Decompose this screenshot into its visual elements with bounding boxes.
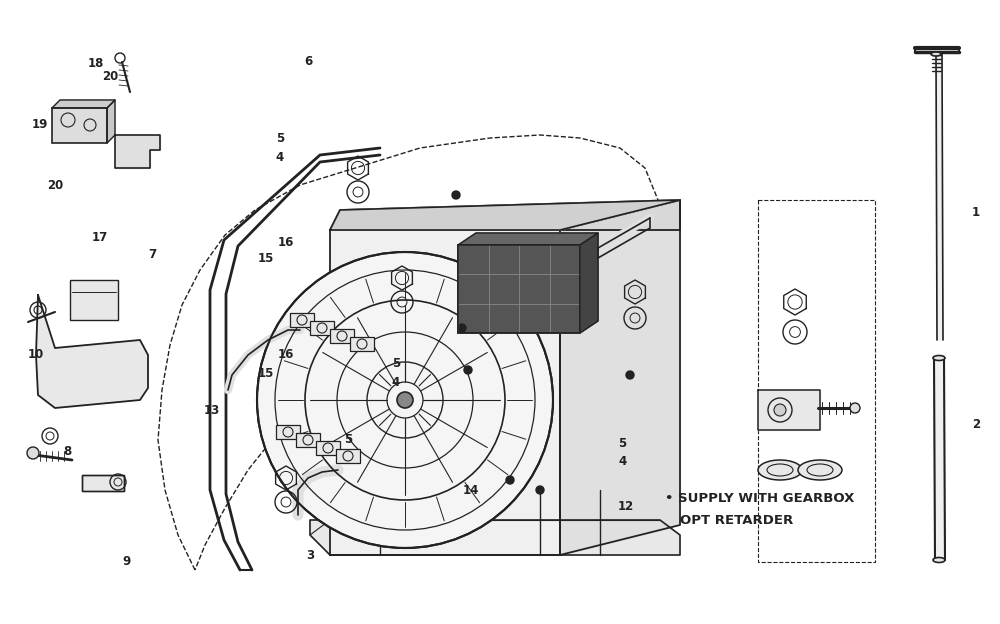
Text: 4: 4	[618, 456, 626, 468]
Bar	[82, 475, 124, 491]
Text: • SUPPLY WITH GEARBOX: • SUPPLY WITH GEARBOX	[665, 492, 854, 504]
Text: 6: 6	[304, 55, 312, 67]
Bar	[458, 245, 580, 333]
Text: 12: 12	[618, 500, 634, 513]
Text: 3: 3	[306, 549, 314, 562]
Text: 5: 5	[392, 358, 400, 370]
Text: 11: 11	[82, 303, 98, 316]
Text: 20: 20	[47, 180, 63, 192]
Circle shape	[536, 486, 544, 494]
Bar	[276, 425, 300, 439]
Circle shape	[774, 404, 786, 416]
Circle shape	[850, 403, 860, 413]
Polygon shape	[115, 135, 160, 168]
Polygon shape	[580, 233, 598, 333]
Polygon shape	[458, 233, 598, 245]
Text: 16: 16	[278, 348, 294, 361]
Circle shape	[397, 392, 413, 408]
Bar	[458, 245, 580, 333]
Ellipse shape	[933, 557, 945, 562]
Bar	[310, 321, 334, 335]
Ellipse shape	[798, 460, 842, 480]
Bar	[82, 475, 124, 491]
Text: 9: 9	[122, 555, 130, 568]
Text: 5: 5	[618, 437, 626, 449]
Polygon shape	[330, 200, 680, 230]
Polygon shape	[934, 358, 945, 560]
Ellipse shape	[931, 52, 941, 56]
Polygon shape	[330, 230, 560, 555]
Circle shape	[27, 447, 39, 459]
Text: 10: 10	[28, 348, 44, 361]
Polygon shape	[310, 520, 680, 555]
Polygon shape	[936, 52, 943, 340]
Ellipse shape	[933, 356, 945, 361]
Bar	[296, 433, 320, 447]
Bar	[330, 329, 354, 343]
Circle shape	[452, 191, 460, 199]
Circle shape	[626, 371, 634, 379]
Text: 4: 4	[276, 151, 284, 163]
Text: 4: 4	[344, 454, 352, 467]
Circle shape	[458, 324, 466, 332]
Polygon shape	[758, 390, 820, 430]
Circle shape	[506, 476, 514, 484]
Text: 5: 5	[344, 434, 352, 446]
Circle shape	[257, 252, 553, 548]
Polygon shape	[560, 200, 680, 555]
Polygon shape	[52, 100, 115, 108]
Bar	[316, 441, 340, 455]
Polygon shape	[107, 100, 115, 143]
Text: 8: 8	[63, 446, 71, 458]
Text: 14: 14	[463, 484, 479, 497]
Ellipse shape	[758, 460, 802, 480]
Text: 2: 2	[972, 418, 980, 431]
Polygon shape	[330, 200, 680, 230]
Text: 1: 1	[972, 206, 980, 218]
Text: 17: 17	[92, 231, 108, 243]
Bar	[336, 449, 360, 463]
Text: 16: 16	[278, 236, 294, 248]
Bar	[70, 280, 118, 320]
Text: OPT RETARDER: OPT RETARDER	[680, 514, 793, 527]
Text: 19: 19	[32, 119, 48, 131]
Text: 15: 15	[258, 367, 274, 379]
Text: 7: 7	[148, 248, 156, 261]
Circle shape	[464, 366, 472, 374]
Text: 15: 15	[258, 253, 274, 265]
Bar	[52, 108, 107, 143]
Polygon shape	[36, 295, 148, 408]
Text: 13: 13	[204, 404, 220, 417]
Text: 20: 20	[102, 70, 118, 82]
Text: 5: 5	[276, 132, 284, 145]
Bar	[350, 337, 374, 351]
Text: 18: 18	[88, 57, 104, 70]
Bar	[290, 313, 314, 327]
Text: 4: 4	[392, 376, 400, 389]
